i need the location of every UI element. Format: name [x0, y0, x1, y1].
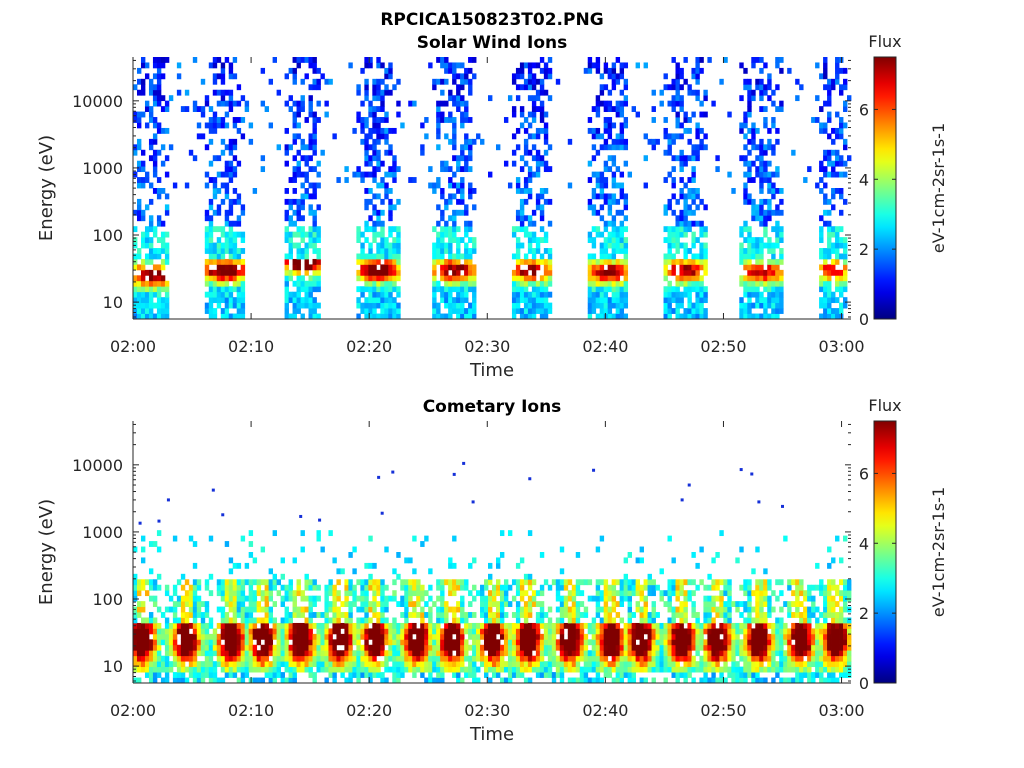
- data-point: [299, 514, 303, 518]
- colorbar-tick-label: 2: [859, 604, 869, 623]
- y-tick-label: 100: [92, 226, 123, 245]
- figure-title: RPCICA150823T02.PNG: [380, 10, 603, 30]
- x-tick-label: 02:50: [700, 337, 746, 356]
- data-point: [138, 521, 142, 525]
- data-point: [739, 468, 743, 472]
- x-axis-label: Time: [469, 360, 514, 381]
- data-point: [318, 518, 322, 522]
- data-point: [757, 500, 761, 504]
- colorbar-units-label: eV-1cm-2sr-1s-1: [929, 123, 948, 253]
- panel-solar-wind-ions: Solar Wind Ions 10 100 1000 10000 02:00 02:10 0…: [36, 32, 948, 381]
- x-tick-label: 02:10: [228, 701, 274, 720]
- heatmap-cells: [133, 530, 852, 684]
- colorbar-tick-label: 4: [859, 534, 869, 553]
- y-tick-label: 10000: [72, 92, 123, 111]
- colorbar-tick-label: 6: [859, 100, 869, 119]
- colorbar-units-label: eV-1cm-2sr-1s-1: [929, 487, 948, 617]
- x-tick-label: 02:20: [346, 337, 392, 356]
- y-tick-label: 1000: [82, 523, 123, 542]
- data-point: [377, 475, 381, 479]
- data-point: [157, 519, 161, 523]
- colorbar-tick-label: 0: [859, 310, 869, 329]
- x-tick-label: 02:20: [346, 701, 392, 720]
- x-tick-label: 02:40: [582, 337, 628, 356]
- x-tick-label: 02:50: [700, 701, 746, 720]
- heatmap-cells: [133, 57, 852, 320]
- y-tick-label: 100: [92, 590, 123, 609]
- y-axis-label: Energy (eV): [36, 499, 57, 605]
- x-tick-label: 02:40: [582, 701, 628, 720]
- data-point: [471, 500, 475, 504]
- y-tick-label: 10000: [72, 456, 123, 475]
- x-tick-label: 02:30: [464, 337, 510, 356]
- colorbar-title: Flux: [868, 396, 901, 415]
- colorbar-tick-label: 0: [859, 674, 869, 693]
- scattered-points: [138, 461, 785, 525]
- colorbar: 0 2 4 6 Flux eV-1cm-2sr-1s-1: [859, 396, 948, 693]
- data-point: [528, 477, 532, 481]
- y-axis-label: Energy (eV): [36, 135, 57, 241]
- x-axis-label: Time: [469, 724, 514, 745]
- data-point: [781, 504, 785, 508]
- data-point: [680, 498, 684, 502]
- colorbar-tick-label: 2: [859, 240, 869, 259]
- x-tick-label: 03:00: [818, 701, 864, 720]
- x-tick-label: 03:00: [818, 337, 864, 356]
- data-point: [391, 470, 395, 474]
- x-tick-label: 02:10: [228, 337, 274, 356]
- data-point: [462, 461, 466, 465]
- y-tick-label: 10: [103, 657, 123, 676]
- x-tick-label: 02:00: [110, 701, 156, 720]
- panel-title: Solar Wind Ions: [417, 33, 568, 53]
- axes: [132, 57, 851, 320]
- colorbar-tick-label: 4: [859, 170, 869, 189]
- axes: [132, 421, 851, 684]
- colorbar-tick-label: 6: [859, 464, 869, 483]
- colorbar-title: Flux: [868, 32, 901, 51]
- panel-title: Cometary Ions: [423, 397, 562, 417]
- data-point: [592, 468, 596, 472]
- x-tick-label: 02:00: [110, 337, 156, 356]
- panel-cometary-ions: Cometary Ions 10 100 1000 10000 02:00 02:10 02:…: [36, 396, 948, 745]
- data-point: [211, 488, 215, 492]
- data-point: [380, 511, 384, 515]
- data-point: [452, 472, 456, 476]
- data-point: [750, 472, 754, 476]
- data-point: [687, 483, 691, 487]
- y-tick-label: 10: [103, 293, 123, 312]
- y-tick-label: 1000: [82, 159, 123, 178]
- data-point: [221, 513, 225, 517]
- x-tick-label: 02:30: [464, 701, 510, 720]
- colorbar: 0 2 4 6 Flux eV-1cm-2sr-1s-1: [859, 32, 948, 329]
- data-point: [166, 498, 170, 502]
